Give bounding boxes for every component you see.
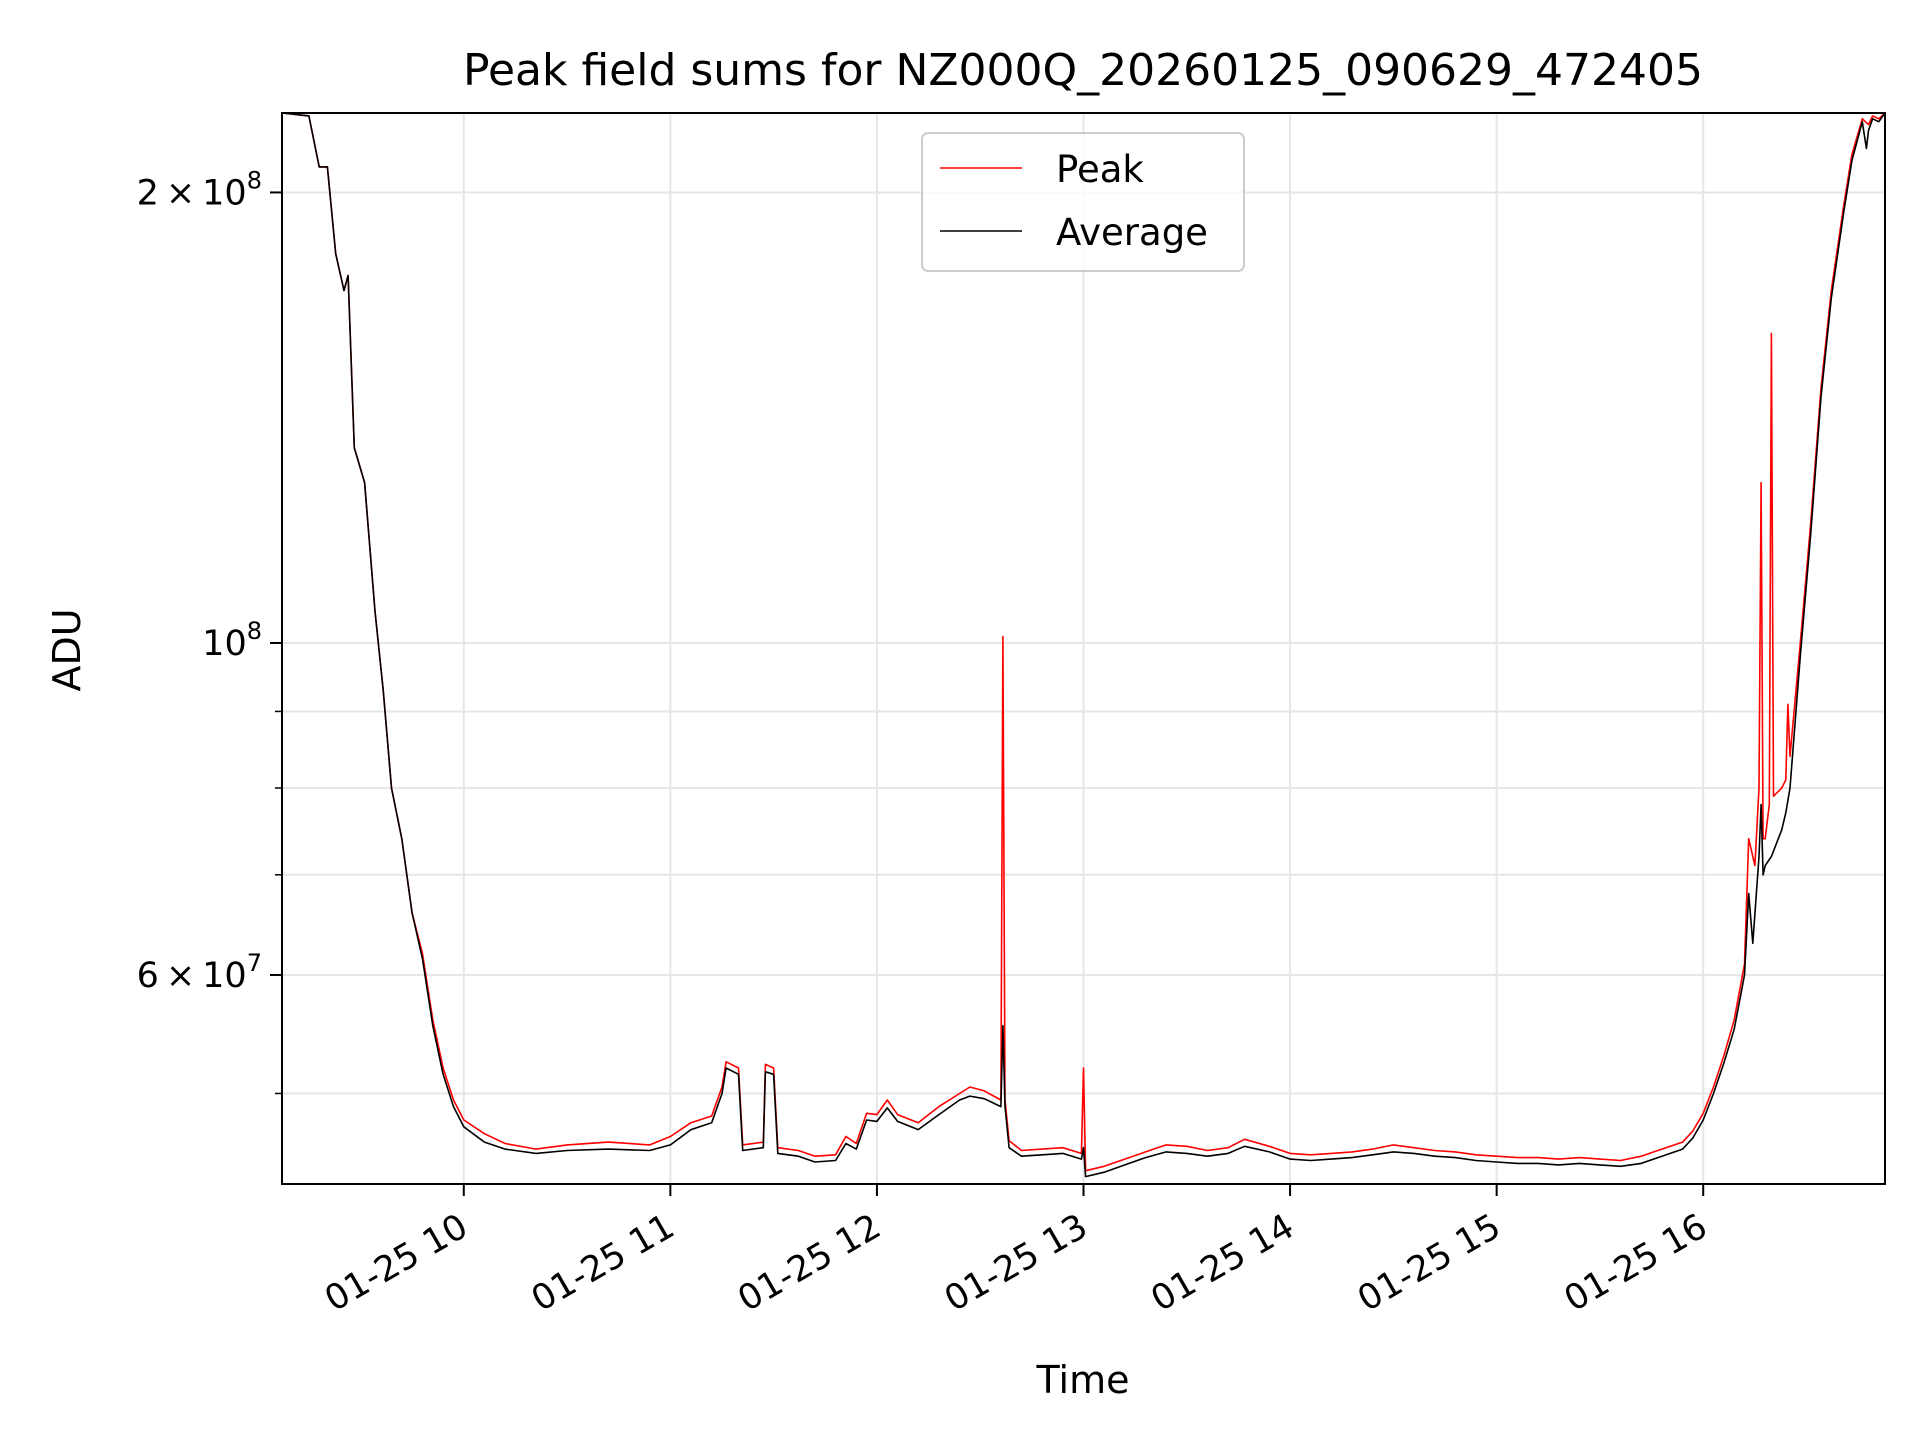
x-tick-label: 01-25 11 — [525, 1207, 681, 1320]
y-tick-label: 108 — [202, 617, 262, 664]
series-line-average — [282, 113, 1885, 1178]
chart-title: Peak field sums for NZ000Q_20260125_0906… — [463, 45, 1703, 96]
x-axis-label: Time — [1036, 1358, 1130, 1402]
x-tick-label: 01-25 12 — [732, 1207, 888, 1320]
x-tick-label: 01-25 13 — [938, 1207, 1094, 1320]
y-tick-label: 6 × 107 — [137, 949, 262, 996]
x-tick-label: 01-25 16 — [1558, 1207, 1714, 1320]
grid — [282, 113, 1885, 1184]
x-tick-label: 01-25 10 — [318, 1207, 474, 1320]
legend: Peak Average — [921, 132, 1245, 272]
legend-average-label: Average — [1056, 211, 1208, 254]
series-layer — [282, 113, 1885, 1178]
x-tick-label: 01-25 14 — [1145, 1207, 1301, 1320]
y-axis: 6 × 107 108 2 × 108 — [137, 166, 282, 1095]
y-tick-label: 2 × 108 — [137, 166, 262, 213]
y-axis-label: ADU — [45, 608, 89, 691]
legend-peak-label: Peak — [1056, 148, 1144, 191]
x-axis: 01-25 10 01-25 11 01-25 12 01-25 13 01-25 14… — [318, 1184, 1714, 1320]
x-tick-label: 01-25 15 — [1351, 1207, 1507, 1320]
